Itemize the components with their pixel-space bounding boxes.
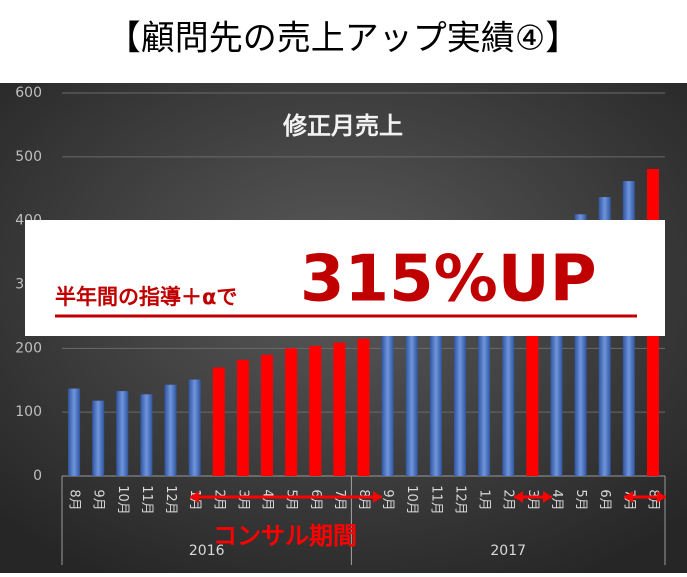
bar	[140, 394, 153, 476]
bar	[309, 345, 322, 476]
x-tick-label: 8月	[356, 489, 371, 510]
bar	[405, 332, 418, 476]
x-tick-label: 5月	[573, 489, 588, 510]
x-tick-label: 8月	[67, 489, 82, 510]
bar	[164, 384, 177, 476]
bar	[429, 329, 442, 476]
x-tick-label: 6月	[308, 489, 323, 510]
x-tick-label: 11月	[428, 485, 443, 515]
x-tick-label: 3月	[235, 489, 250, 510]
x-tick-label: 10月	[115, 485, 130, 515]
bar	[188, 379, 201, 476]
period-label: コンサル期間	[213, 522, 357, 550]
bar	[285, 348, 298, 476]
x-tick-label: 12月	[163, 485, 178, 515]
bar	[453, 322, 466, 476]
x-tick-label: 1月	[477, 489, 492, 510]
bar	[333, 342, 346, 476]
bar	[68, 388, 81, 476]
x-tick-label: 10月	[404, 485, 419, 515]
bar	[236, 359, 249, 476]
y-tick-label: 500	[15, 149, 42, 165]
chart-title: 修正月売上	[282, 112, 403, 140]
x-tick-label: 2月	[211, 489, 226, 510]
bar	[381, 335, 394, 476]
page-title: 【顧問先の売上アップ実績④】	[107, 19, 579, 59]
y-tick-label: 600	[15, 85, 42, 101]
x-tick-label: 3月	[525, 489, 540, 510]
x-tick-label: 7月	[332, 489, 347, 510]
bar	[478, 319, 491, 476]
callout-big: 315%UP	[300, 243, 597, 317]
x-tick-label: 5月	[284, 489, 299, 510]
bar	[212, 367, 225, 476]
x-tick-label: 12月	[452, 485, 467, 515]
x-tick-label: 9月	[91, 489, 106, 510]
bar	[502, 316, 515, 476]
x-tick-label: 4月	[549, 489, 564, 510]
y-tick-label: 200	[15, 340, 42, 356]
group-label: 2017	[490, 543, 526, 559]
bar	[261, 354, 274, 476]
y-tick-label: 100	[15, 404, 42, 420]
x-tick-label: 11月	[139, 485, 154, 515]
arrow-head	[624, 491, 666, 503]
group-label: 2016	[189, 543, 225, 559]
arrow-head	[514, 491, 552, 503]
x-tick-label: 4月	[260, 489, 275, 510]
bar	[357, 338, 370, 476]
bar	[92, 400, 105, 476]
y-tick-label: 0	[33, 468, 42, 484]
bar	[116, 391, 129, 476]
x-tick-label: 9月	[380, 489, 395, 510]
callout-lead: 半年間の指導＋αで	[55, 285, 237, 309]
x-tick-label: 8月	[645, 489, 660, 510]
x-tick-label: 6月	[597, 489, 612, 510]
bar	[526, 303, 539, 476]
x-tick-label: 2月	[501, 489, 516, 510]
